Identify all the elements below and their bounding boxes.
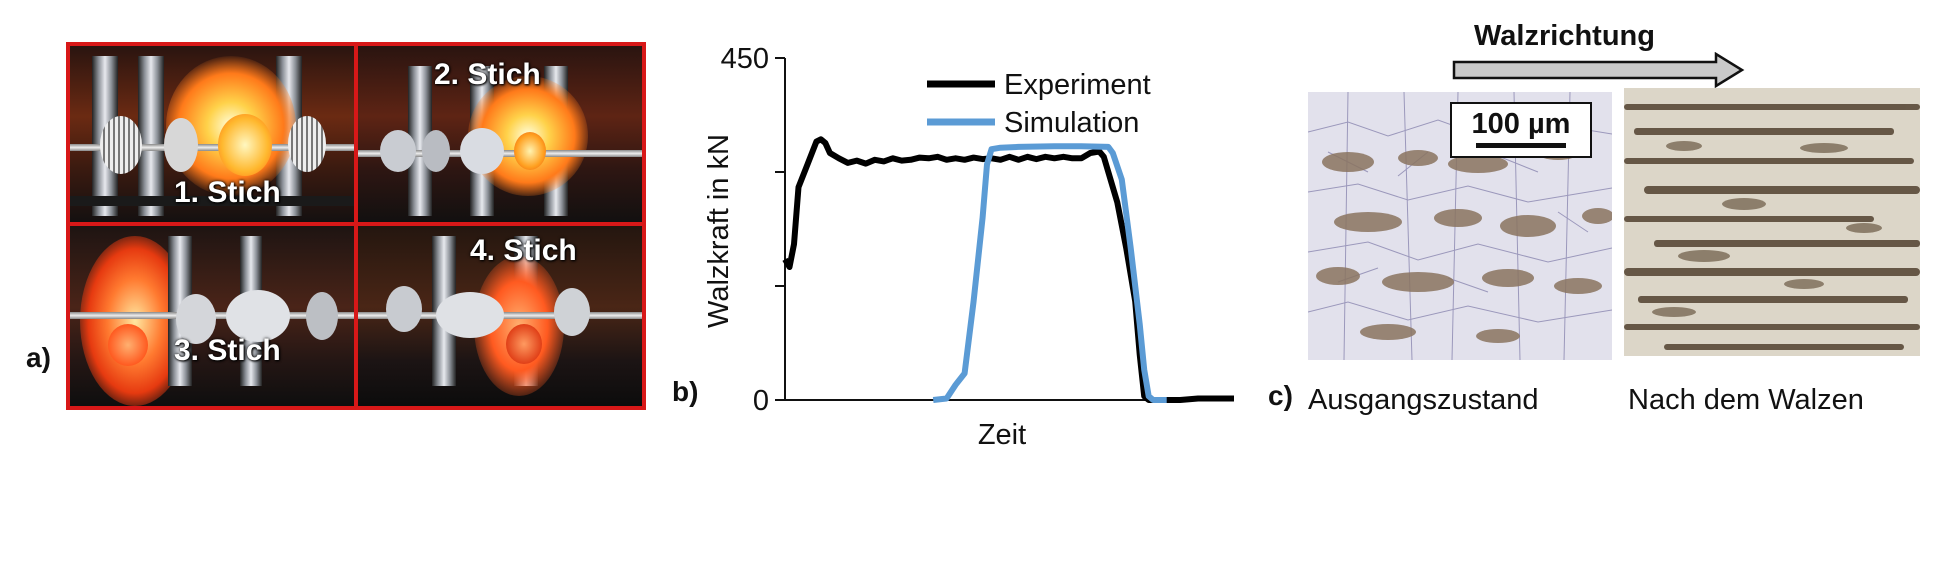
y-axis-label: Walzkraft in kN bbox=[703, 134, 735, 328]
caption-after-rolling: Nach dem Walzen bbox=[1628, 384, 1864, 416]
legend-label: Experiment bbox=[1004, 69, 1151, 101]
photo-pass-4: 4. Stich bbox=[358, 226, 642, 406]
rolling-direction-title: Walzrichtung bbox=[1474, 20, 1655, 52]
series-line-simulation bbox=[932, 143, 1167, 403]
rolling-stand-photo-panel: 1. Stich 2. Stich 3. Stich 4. Stich bbox=[66, 42, 646, 410]
chart-axes: 0 450 bbox=[721, 43, 1234, 417]
photo-label-pass-3: 3. Stich bbox=[174, 334, 281, 367]
photo-label-pass-4: 4. Stich bbox=[470, 234, 577, 267]
panel-c-letter: c) bbox=[1268, 380, 1293, 411]
caption-initial-state: Ausgangszustand bbox=[1308, 384, 1539, 416]
photo-label-pass-1: 1. Stich bbox=[174, 176, 281, 209]
panel-a-letter: a) bbox=[26, 342, 51, 373]
photo-label-pass-2: 2. Stich bbox=[434, 58, 541, 91]
scale-bar: 100 µm bbox=[1450, 102, 1592, 158]
photo-pass-1: 1. Stich bbox=[70, 46, 354, 222]
chart-series bbox=[782, 136, 1234, 403]
photo-pass-2: 2. Stich bbox=[358, 46, 642, 222]
legend-label: Simulation bbox=[1004, 107, 1139, 139]
scale-bar-line bbox=[1476, 143, 1566, 148]
rolling-direction-arrow-icon bbox=[1452, 52, 1745, 88]
chart-legend: Experiment Simulation bbox=[927, 69, 1151, 139]
photo-pass-3: 3. Stich bbox=[70, 226, 354, 406]
series-line-experiment bbox=[782, 136, 1234, 403]
x-axis-label: Zeit bbox=[978, 419, 1026, 451]
panel-b-letter: b) bbox=[672, 376, 699, 407]
micrograph-after-rolling bbox=[1624, 88, 1920, 356]
scale-bar-label: 100 µm bbox=[1471, 108, 1571, 140]
y-tick-label: 0 bbox=[753, 385, 769, 417]
y-tick-label: 450 bbox=[721, 43, 769, 75]
